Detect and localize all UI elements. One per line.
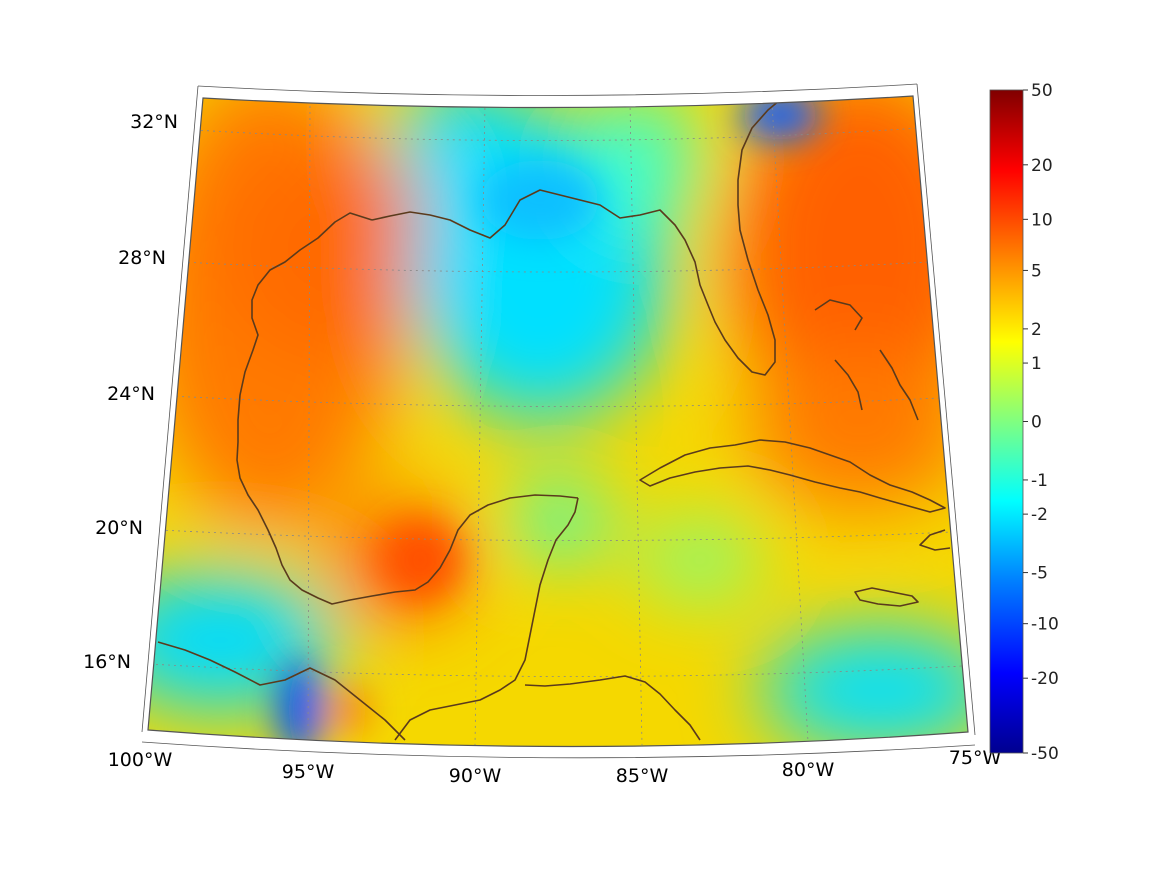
longitude-labels: 100°W 95°W 90°W 85°W 80°W 75°W (108, 747, 1002, 787)
lat-label-16: 16°N (83, 651, 131, 673)
latitude-labels: 32°N 28°N 24°N 20°N 16°N (83, 111, 178, 673)
lat-label-20: 20°N (95, 517, 143, 539)
colorbar-tick-label: -50 (1031, 744, 1059, 764)
colorbar-tick-label: 2 (1031, 320, 1042, 340)
colorbar-tick-label: -10 (1031, 615, 1059, 635)
colorbar-tick-label: -20 (1031, 669, 1059, 689)
lon-label-80: 80°W (782, 759, 835, 781)
colorbar-tick-label: 0 (1031, 413, 1042, 433)
lon-label-95: 95°W (282, 761, 335, 783)
colorbar-tick-label: 10 (1031, 210, 1053, 230)
colorbar-tick-label: -1 (1031, 471, 1048, 491)
map-frame (141, 83, 976, 759)
colorbar-tick-label: 1 (1031, 354, 1042, 374)
anomaly-field (148, 96, 968, 747)
colorbar-gradient (989, 89, 1024, 754)
lon-label-100: 100°W (108, 749, 173, 771)
colorbar-tick-label: -2 (1031, 505, 1048, 525)
lat-label-28: 28°N (118, 247, 166, 269)
lon-label-85: 85°W (616, 765, 669, 787)
colorbar-tick-label: 5 (1031, 261, 1042, 281)
graticule (149, 99, 963, 746)
colorbar-tick-label: 20 (1031, 156, 1053, 176)
colorbar-tick-label: -5 (1031, 564, 1048, 584)
coastlines (157, 99, 951, 741)
lon-label-90: 90°W (449, 765, 502, 787)
lat-label-32: 32°N (130, 111, 178, 133)
lon-label-75: 75°W (949, 747, 1002, 769)
lat-label-24: 24°N (107, 383, 155, 405)
colorbar-tick-label: 50 (1031, 81, 1053, 101)
